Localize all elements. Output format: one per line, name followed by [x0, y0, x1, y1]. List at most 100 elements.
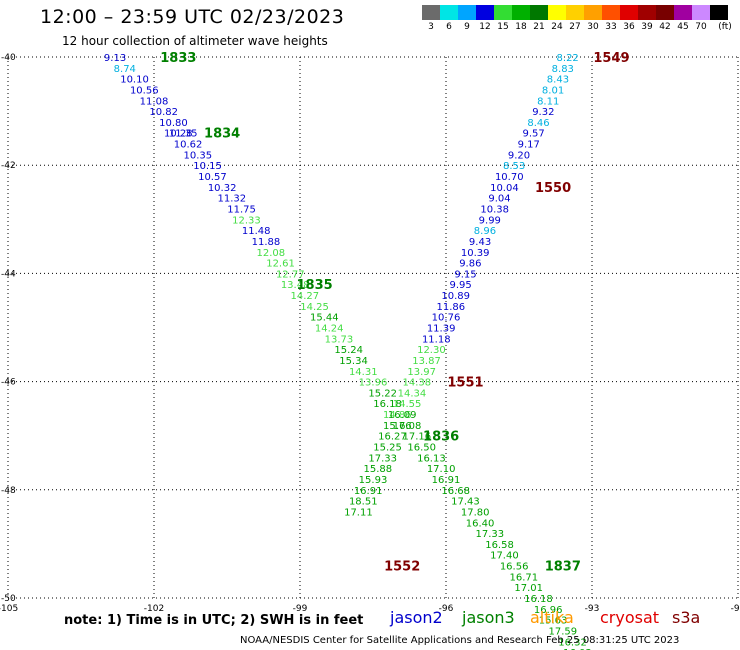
color-scale-label: 9 [464, 22, 470, 32]
wave-height-value: 10.35 [183, 150, 212, 161]
credit-footer: NOAA/NESDIS Center for Satellite Applica… [240, 635, 680, 646]
lat-tick-label: -44 [1, 269, 16, 279]
page-title: 12:00 – 23:59 UTC 02/23/2023 [40, 6, 345, 28]
wave-height-value: 10.62 [174, 140, 203, 151]
color-scale-label: 24 [551, 22, 563, 32]
color-swatch [422, 5, 440, 20]
color-scale-label: 21 [533, 22, 545, 32]
color-swatch [548, 5, 566, 20]
color-scale-label: 42 [659, 22, 671, 32]
color-scale-label: 70 [695, 22, 707, 32]
wave-height-value: 16.18 [524, 594, 553, 605]
wave-height-value: 10.82 [149, 107, 178, 118]
color-swatch [620, 5, 638, 20]
color-scale-label: (ft) [718, 22, 732, 32]
wave-height-value: 9.15 [454, 269, 476, 280]
lon-tick-label: -96 [439, 604, 454, 614]
wave-height-value: 10.04 [490, 183, 519, 194]
wave-height-value: 11.86 [437, 302, 466, 313]
color-swatch [440, 5, 458, 20]
wave-height-value: 17.11 [344, 507, 373, 518]
color-swatch [530, 5, 548, 20]
color-scale-label: 33 [605, 22, 617, 32]
wave-height-value: 17.43 [451, 497, 480, 508]
wave-height-value: 13.87 [412, 356, 441, 367]
wave-height-value: 17.80 [461, 507, 490, 518]
wave-height-value: 16.91 [432, 475, 461, 486]
pass-time-label: 1549 [593, 51, 629, 66]
wave-height-value: 12.08 [256, 248, 285, 259]
wave-height-value: 10.57 [198, 172, 227, 183]
wave-height-value: 9.32 [532, 107, 554, 118]
wave-height-value: 14.55 [393, 399, 422, 410]
wave-height-value: 15.88 [364, 464, 393, 475]
color-swatch [602, 5, 620, 20]
color-swatch [638, 5, 656, 20]
color-scale-label: 12 [479, 22, 491, 32]
lat-tick-label: -50 [1, 594, 16, 604]
lat-tick-label: -42 [1, 161, 16, 171]
wave-height-value: 15.63 [539, 616, 568, 627]
lon-tick-label: -90 [731, 604, 740, 614]
wave-height-value: 16.08 [393, 421, 422, 432]
wave-height-value: 16.50 [407, 443, 436, 454]
wave-height-value: 9.57 [522, 129, 544, 140]
wave-height-value: 18.51 [349, 497, 378, 508]
wave-height-value: 9.99 [479, 215, 501, 226]
map-axis-labels: -105 -102 -99 -96 -93 -90 -40 -42 -44 -46 -48 -50 [0, 53, 740, 614]
color-scale-label: 27 [569, 22, 581, 32]
wave-height-value: 12.61 [266, 259, 295, 270]
wave-height-value: 14.24 [315, 324, 344, 335]
wave-height-value: 9.04 [488, 194, 510, 205]
wave-height-value: 8.46 [527, 118, 549, 129]
wave-height-value: 10.76 [432, 313, 461, 324]
wave-height-value: 11.75 [227, 204, 256, 215]
lat-tick-label: -46 [1, 378, 16, 388]
wave-height-value: 16.27 [378, 432, 407, 443]
color-swatch [584, 5, 602, 20]
color-scale-label: 18 [515, 22, 527, 32]
color-scale-label: 39 [641, 22, 653, 32]
wave-height-value: 17.01 [514, 583, 543, 594]
wave-height-value: 16.96 [534, 605, 563, 616]
wave-height-value: 10.80 [159, 118, 188, 129]
wave-height-value: 14.38 [402, 378, 431, 389]
pass-time-label: 1837 [545, 560, 581, 575]
wave-height-value: 17.10 [427, 464, 456, 475]
wave-height-value: 8.11 [537, 96, 559, 107]
lat-tick-label: -48 [1, 486, 16, 496]
wave-height-value: 16.32 [558, 637, 587, 648]
wave-height-value: 12.30 [417, 345, 446, 356]
wave-height-value: 15.34 [339, 356, 368, 367]
wave-height-value: 9.95 [449, 280, 471, 291]
wave-height-value: 9.17 [518, 140, 540, 151]
wave-height-value: 10.15 [193, 161, 222, 172]
wave-height-value: 16.13 [417, 453, 446, 464]
wave-height-value: 16.68 [441, 486, 470, 497]
wave-height-value: 8.83 [552, 64, 574, 75]
wave-height-value: 16.18 [373, 399, 402, 410]
wave-height-value: 15.76 [383, 421, 412, 432]
wave-height-value: 9.13 [104, 53, 126, 64]
jason3-pass: 9.138.7410.1010.5611.0810.8210.8011.3510… [104, 51, 592, 650]
wave-height-value: 13.96 [359, 378, 388, 389]
color-swatch [566, 5, 584, 20]
lat-tick-label: -40 [1, 53, 16, 63]
color-scale-label: 36 [623, 22, 635, 32]
wave-height-value: 11.08 [140, 96, 169, 107]
color-scale-label: 15 [497, 22, 509, 32]
wave-height-value: 11.88 [252, 237, 281, 248]
wave-height-value: 10.56 [130, 85, 159, 96]
lon-tick-label: -102 [144, 604, 164, 614]
wave-height-value: 10.39 [461, 248, 490, 259]
wave-height-value: 15.24 [334, 345, 363, 356]
color-swatch [476, 5, 494, 20]
color-swatch [458, 5, 476, 20]
wave-height-value: 16.58 [485, 540, 514, 551]
wave-height-value: 14.86 [383, 410, 412, 421]
satellite-legend-jason2: jason2 [390, 608, 443, 627]
wave-height-value: 10.38 [480, 204, 509, 215]
wave-height-value: 15.22 [368, 388, 397, 399]
wave-height-value: 17.33 [475, 529, 504, 540]
